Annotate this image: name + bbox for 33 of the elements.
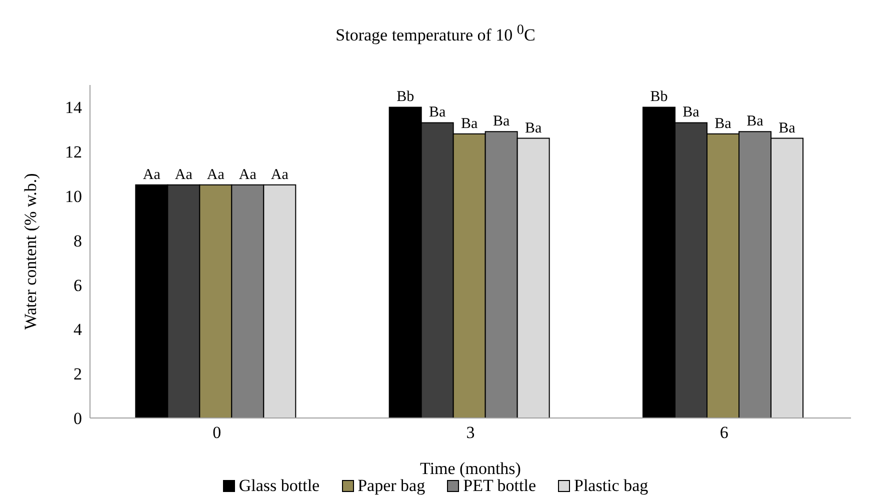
y-axis-title: Water content (% w.b.) [21,173,40,330]
legend-label: Glass bottle [238,476,320,496]
y-tick-label: 6 [74,276,82,295]
legend-label: PET bottle [463,476,536,496]
x-tick-label: 0 [212,423,222,442]
data-label: Ba [746,114,764,130]
data-label: Aa [142,166,161,183]
y-tick-label: 2 [74,364,82,384]
y-tick-label: 14 [65,98,82,118]
x-tick-label: 3 [466,423,475,442]
chart-title: Storage temperature of 10 $^{0}$C [334,22,536,46]
data-label: Aa [174,166,193,183]
data-label: Ba [682,104,700,121]
data-label: Ba [492,114,510,130]
y-tick-label: 4 [74,320,82,340]
data-label: Aa [206,166,225,183]
data-label: Ba [778,120,796,136]
legend-label: Plastic bag [574,476,648,496]
x-tick-label: 6 [720,423,728,442]
y-tick-label: 12 [65,142,82,162]
y-tick-label: 10 [65,187,82,206]
data-label: Ba [428,104,446,121]
data-label: Ba [460,116,478,132]
data-label: Aa [238,166,257,183]
y-tick-label: 8 [74,231,82,250]
x-axis-title: Time (months) [420,459,521,478]
data-label: Bb [396,89,414,106]
data-label: Bb [650,89,668,106]
data-label: Ba [524,120,542,136]
y-tick-label: 0 [74,409,82,428]
legend-label: Paper bag [358,476,426,496]
data-label: Ba [714,116,732,132]
data-label: Aa [270,166,289,183]
